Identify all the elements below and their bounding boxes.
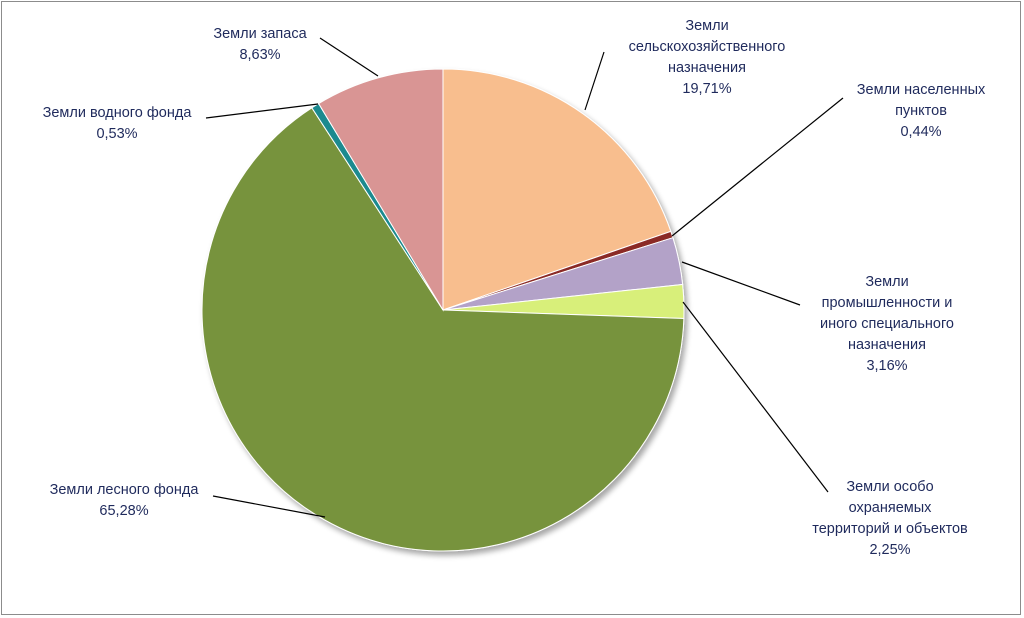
data-label-line: назначения — [668, 60, 746, 76]
leader-line — [319, 37, 379, 77]
data-label: Земли лесного фонда 65,28% — [50, 482, 200, 519]
data-label-line: Земли — [685, 18, 728, 34]
data-label: Земли особо охраняемых территорий и объект… — [812, 479, 968, 558]
data-label-value: 19,71% — [682, 81, 731, 97]
data-label: Земли водного фонда 0,53% — [43, 105, 193, 142]
data-label-line: пунктов — [895, 103, 947, 119]
data-label-line: охраняемых — [849, 500, 933, 516]
data-label-value: 3,16% — [866, 358, 907, 374]
data-label-line: Земли водного фонда — [43, 105, 193, 121]
data-label-line: назначения — [848, 337, 926, 353]
data-label-line: Земли лесного фонда — [50, 482, 200, 498]
data-label: Земли промышленности и иного специального н… — [820, 274, 954, 374]
pie-slice — [201, 107, 685, 552]
data-label-value: 8,63% — [239, 47, 280, 63]
data-label-line: Земли населенных — [857, 82, 986, 98]
data-label: Земли запаса 8,63% — [213, 26, 307, 63]
data-label-value: 0,53% — [96, 126, 137, 142]
data-label-line: Земли запаса — [213, 26, 307, 42]
data-label-line: Земли особо — [846, 479, 933, 495]
leader-line — [681, 261, 801, 306]
data-label: Земли сельскохозяйственного назначения 19,7… — [629, 18, 786, 97]
pie-slice — [442, 68, 672, 311]
data-label-value: 0,44% — [900, 124, 941, 140]
leader-line — [584, 51, 605, 111]
data-label-line: территорий и объектов — [812, 521, 968, 537]
data-label-line: Земли — [865, 274, 908, 290]
leader-line — [212, 495, 326, 518]
pie-slice — [317, 68, 444, 312]
data-label-line: иного специального — [820, 316, 954, 332]
data-label: Земли населенных пунктов 0,44% — [857, 82, 986, 140]
leader-line — [671, 97, 844, 237]
leader-line — [682, 301, 829, 493]
data-label-line: промышленности и — [822, 295, 953, 311]
leader-line — [205, 103, 319, 119]
data-label-line: сельскохозяйственного — [629, 39, 786, 55]
data-label-value: 2,25% — [869, 542, 910, 558]
data-label-value: 65,28% — [99, 503, 148, 519]
